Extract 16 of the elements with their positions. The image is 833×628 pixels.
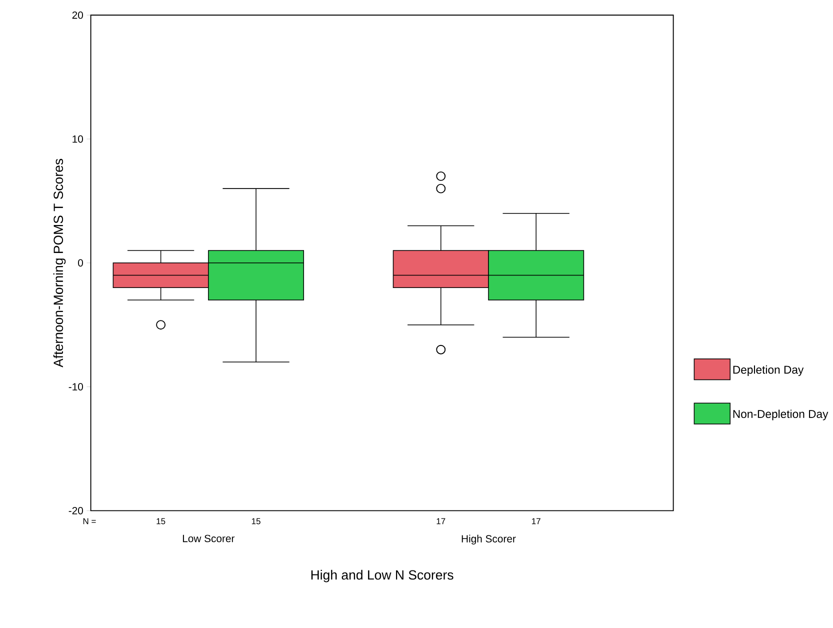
x-tick-label: High Scorer: [462, 534, 516, 545]
y-axis-title: Afternoon-Morning POMS T Scores: [53, 158, 66, 368]
y-tick-label: -10: [68, 383, 83, 390]
text: 17: [532, 518, 540, 524]
text: 15: [252, 518, 260, 524]
legend-label: Non-Depletion Day: [733, 410, 828, 420]
y-tick-label: 0: [78, 259, 83, 267]
legend-label: Depletion Day: [733, 365, 804, 376]
y-tick-label: 20: [72, 11, 83, 19]
y-tick-label: -20: [68, 507, 83, 514]
x-tick-label: Low Scorer: [182, 534, 235, 542]
y-tick-label: 10: [72, 135, 83, 143]
text: N =: [83, 518, 96, 524]
text: 15: [156, 518, 166, 524]
x-axis-title: High and Low N Scorers: [311, 570, 454, 582]
text: 17: [436, 518, 446, 524]
